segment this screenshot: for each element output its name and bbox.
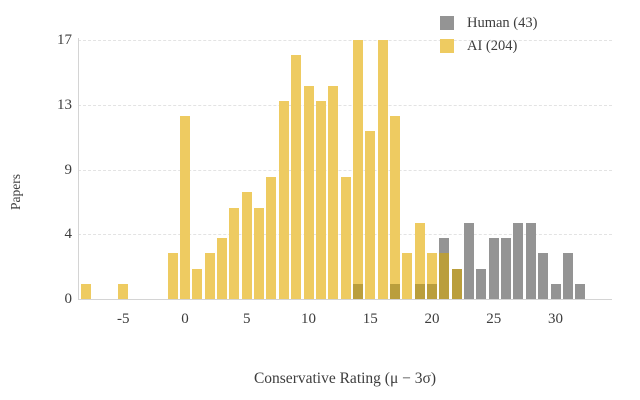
- bar-segment-overlap: [414, 283, 425, 299]
- legend-swatch-ai: [440, 39, 454, 53]
- bar-segment-overlap: [352, 283, 363, 299]
- x-tick-label: 15: [362, 311, 378, 327]
- bar-segment-ai: [278, 100, 289, 299]
- bar-segment-ai: [192, 268, 203, 299]
- bar-segment-ai: [118, 283, 129, 299]
- legend-item-ai: AI (204): [440, 37, 537, 54]
- bar-segment-overlap: [451, 268, 462, 299]
- bar-segment-ai: [81, 283, 92, 299]
- bar-segment-overlap: [389, 283, 400, 299]
- bar-segment-ai: [180, 116, 190, 299]
- bar-segment-ai: [266, 177, 277, 299]
- bar-segment-ai: [377, 40, 388, 299]
- x-tick-label: 25: [486, 311, 502, 327]
- y-tick-label: 17: [57, 32, 72, 48]
- bar-segment-ai: [427, 253, 437, 284]
- bar-segment-ai: [229, 207, 240, 299]
- bar-segment-ai: [254, 207, 265, 299]
- x-axis-line: [78, 299, 612, 300]
- bar-segment-ai: [365, 131, 376, 299]
- bar-segment-ai: [402, 253, 413, 299]
- legend-label-ai: AI (204): [467, 37, 518, 54]
- y-axis-line: [78, 38, 79, 299]
- bar-segment-ai: [352, 40, 363, 284]
- y-tick-label: 0: [64, 291, 73, 307]
- legend: Human (43) AI (204): [440, 14, 538, 62]
- legend-item-human: Human (43): [440, 14, 538, 31]
- x-axis-title: Conservative Rating (μ − 3σ): [253, 370, 437, 387]
- gridline: [78, 169, 612, 171]
- x-tick-label: 5: [243, 311, 251, 327]
- bar-segment-ai: [217, 238, 228, 299]
- legend-swatch-human: [440, 16, 454, 30]
- bar-segment-ai: [291, 55, 302, 299]
- bar-segment-ai: [303, 85, 314, 299]
- bar-segment-ai: [340, 177, 351, 299]
- bar-segment-human: [439, 238, 450, 254]
- legend-label-human: Human (43): [467, 14, 538, 31]
- bar-segment-human: [464, 222, 475, 299]
- gridline: [78, 104, 612, 106]
- x-tick-label: 20: [424, 311, 440, 327]
- bar-segment-overlap: [439, 253, 450, 299]
- bar-segment-human: [550, 283, 561, 299]
- bar-segment-human: [525, 222, 536, 299]
- bar-segment-human: [476, 268, 487, 299]
- bar-segment-human: [575, 283, 586, 299]
- x-tick-label: 10: [301, 311, 316, 327]
- y-tick-label: 9: [64, 161, 73, 178]
- bar-segment-human: [538, 253, 549, 299]
- gridline: [78, 40, 612, 41]
- bar-segment-human: [488, 238, 499, 299]
- bar-segment-ai: [167, 253, 178, 299]
- bar-segment-overlap: [427, 283, 437, 299]
- bar-segment-ai: [414, 222, 425, 284]
- y-tick-label: 13: [57, 96, 72, 113]
- bar-segment-human: [513, 222, 524, 299]
- bar-segment-ai: [389, 116, 400, 284]
- x-tick-label: 30: [548, 311, 563, 327]
- bar-segment-human: [501, 238, 512, 299]
- bar-segment-ai: [315, 100, 326, 299]
- bar-segment-ai: [241, 192, 252, 299]
- bar-segment-ai: [328, 85, 339, 299]
- y-tick-label: 4: [64, 226, 73, 243]
- x-tick-label: -5: [117, 311, 130, 327]
- bar-segment-human: [562, 253, 573, 299]
- x-tick-label: 0: [181, 311, 189, 327]
- y-axis-title: Papers: [8, 174, 23, 210]
- bar-segment-ai: [204, 253, 215, 299]
